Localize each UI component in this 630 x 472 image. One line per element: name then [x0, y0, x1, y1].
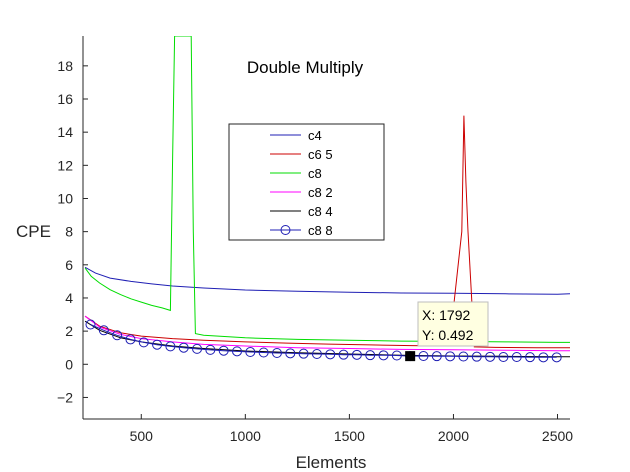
series-layer — [84, 36, 570, 363]
x-tick-label: 1000 — [230, 428, 261, 444]
series-line-c8-8 — [90, 324, 557, 358]
data-point — [485, 351, 496, 362]
datatip-marker[interactable] — [405, 351, 416, 362]
legend-label: c8 8 — [308, 223, 333, 238]
data-point — [338, 349, 349, 360]
data-point — [365, 350, 376, 361]
legend-label: c6 5 — [308, 147, 333, 162]
y-tick-label: 6 — [65, 257, 73, 273]
datatip-box — [417, 301, 489, 347]
x-tick-label: 2500 — [542, 428, 573, 444]
data-point — [285, 348, 296, 359]
data-point — [351, 349, 362, 360]
series-line-c8 — [84, 36, 570, 343]
y-tick-label: 12 — [57, 157, 73, 173]
data-point — [551, 352, 562, 363]
data-point — [245, 347, 256, 358]
y-tick-label: 0 — [65, 356, 73, 372]
data-point — [325, 349, 336, 360]
data-point — [218, 345, 229, 356]
x-tick-label: 2000 — [438, 428, 469, 444]
axes — [82, 36, 570, 420]
y-tick-label: 16 — [57, 91, 73, 107]
ticks: 500 1000 1500 2000 2500 −2 0 2 4 6 8 10 12 14 16 18 — [57, 58, 573, 444]
data-point — [418, 350, 429, 361]
y-axis-title: CPE — [16, 222, 51, 241]
x-axis-title: Elements — [296, 453, 367, 472]
data-point — [445, 351, 456, 362]
legend-label: c4 — [308, 128, 322, 143]
legend-marker — [280, 225, 291, 235]
data-point — [458, 351, 469, 362]
data-point — [471, 351, 482, 362]
legend-label: c8 — [308, 166, 322, 181]
data-point — [391, 350, 402, 361]
data-point — [85, 319, 96, 330]
data-point — [538, 352, 549, 363]
y-tick-label: −2 — [57, 389, 73, 405]
y-tick-label: 18 — [57, 58, 73, 74]
datatip-y-label: Y: 0.492 — [422, 327, 474, 343]
y-tick-label: 8 — [65, 224, 73, 240]
data-point — [98, 325, 109, 336]
data-point — [271, 348, 282, 359]
y-tick-label: 2 — [65, 323, 73, 339]
data-point — [125, 334, 136, 345]
data-point — [258, 347, 269, 358]
legend: c4 c6 5 c8 c8 2 c8 4 c8 8 — [228, 123, 385, 241]
data-point — [178, 342, 189, 353]
data-point — [232, 346, 243, 357]
data-point — [378, 350, 389, 361]
series-line-c8-2 — [84, 315, 570, 352]
data-point — [192, 343, 203, 354]
y-tick-label: 10 — [57, 190, 73, 206]
data-point — [165, 341, 176, 352]
data-point — [311, 349, 322, 360]
legend-label: c8 4 — [308, 204, 333, 219]
data-point — [112, 330, 123, 341]
chart-title: Double Multiply — [247, 58, 364, 77]
datatip[interactable]: X: 1792 Y: 0.492 — [405, 301, 489, 362]
data-point — [498, 351, 509, 362]
datatip-x-label: X: 1792 — [422, 307, 470, 323]
series-line-c8-4 — [84, 320, 570, 358]
x-tick-label: 1500 — [334, 428, 365, 444]
series-line-c4 — [84, 266, 570, 295]
x-tick-label: 500 — [130, 428, 154, 444]
data-point — [431, 351, 442, 362]
data-point — [525, 352, 536, 363]
y-tick-label: 4 — [65, 290, 73, 306]
data-point — [298, 348, 309, 359]
data-point — [511, 351, 522, 362]
y-tick-label: 14 — [57, 124, 73, 140]
data-point — [205, 344, 216, 355]
data-point — [152, 339, 163, 350]
legend-label: c8 2 — [308, 185, 333, 200]
data-point — [138, 337, 149, 348]
legend-box — [228, 123, 385, 241]
